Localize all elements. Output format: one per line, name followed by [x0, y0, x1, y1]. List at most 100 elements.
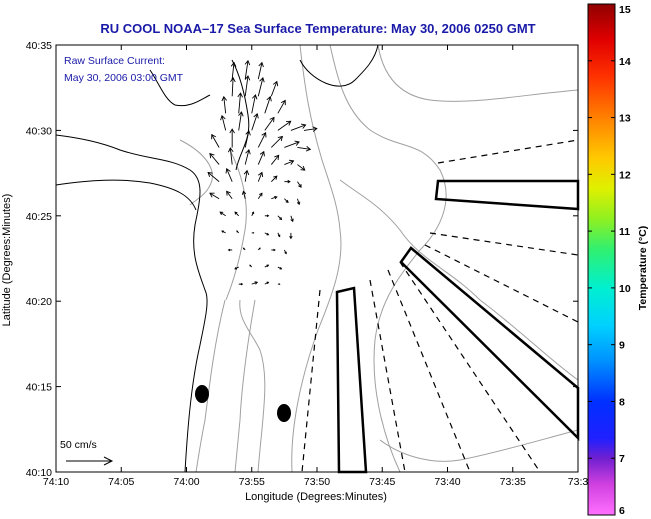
current-vector: [271, 135, 283, 148]
current-vector: [271, 195, 278, 200]
current-vector: [264, 95, 272, 114]
current-vector: [283, 249, 287, 255]
current-vector: [251, 281, 259, 285]
current-vector: [277, 283, 281, 285]
current-vector: [221, 95, 227, 114]
shipping-lane: [301, 289, 321, 473]
isobath-contour: [195, 299, 226, 473]
y-tick-label: 40:30: [26, 125, 52, 137]
current-vector: [229, 128, 235, 148]
current-vector: [238, 111, 244, 131]
current-vector: [238, 282, 244, 286]
x-tick-label: 73:50: [304, 476, 330, 488]
current-vector: [284, 198, 289, 204]
x-tick-label: 73:35: [500, 476, 526, 488]
y-tick-label: 40:10: [26, 467, 52, 479]
current-vector: [296, 198, 301, 206]
y-axis: 40:10 40:15 40:20 40:25 40:30 40:35: [26, 40, 578, 479]
current-vector: [277, 232, 281, 238]
current-vector: [227, 147, 234, 165]
current-vector: [209, 152, 220, 165]
current-vector: [270, 80, 279, 97]
current-vector: [211, 133, 220, 148]
current-vector: [277, 99, 286, 114]
current-vector: [230, 61, 237, 80]
legend-line-2: May 30, 2006 03:00 GMT: [64, 72, 184, 84]
current-vector: [257, 171, 264, 182]
current-vector: [290, 215, 294, 223]
current-vector: [234, 266, 239, 270]
current-vector: [251, 113, 259, 131]
current-vector: [244, 59, 251, 80]
isobath-contour: [179, 139, 213, 206]
scale-arrow: [66, 456, 114, 466]
current-vector: [242, 247, 246, 251]
current-vector: [226, 190, 233, 199]
current-vector: [264, 264, 270, 268]
plot-area: [56, 45, 578, 472]
shipping-lane: [429, 232, 579, 256]
current-vector: [264, 281, 270, 285]
current-vectors: [207, 59, 318, 286]
current-vector: [244, 130, 251, 148]
current-vector: [244, 148, 251, 165]
x-tick-label: 73:55: [239, 476, 265, 488]
current-vector: [297, 164, 306, 171]
colorbar-tick-label: 10: [619, 283, 631, 295]
colorbar-tick-label: 13: [619, 113, 631, 125]
current-vector: [271, 248, 276, 252]
current-vector: [251, 232, 255, 234]
current-vector: [234, 211, 240, 217]
current-vector: [284, 140, 300, 148]
current-vector: [297, 146, 312, 152]
current-vector: [284, 159, 295, 165]
x-axis: 74:10 74:05 74:00 73:55 73:50 73:45 73:40 73:35…: [43, 45, 589, 488]
coastline: [231, 59, 250, 171]
current-vector: [270, 154, 280, 165]
x-tick-label: 73:40: [434, 476, 460, 488]
current-vector: [257, 76, 265, 97]
isobath-contour: [377, 44, 579, 102]
coastline: [299, 44, 379, 87]
station-marker: [277, 404, 291, 422]
y-tick-label: 40:20: [26, 296, 52, 308]
current-vector: [257, 192, 263, 199]
current-vector: [251, 94, 258, 114]
colorbar-tick-label: 6: [619, 505, 625, 517]
current-vector: [219, 211, 226, 217]
colorbar-tick-label: 7: [619, 453, 625, 465]
x-tick-label: 74:00: [173, 476, 199, 488]
shipping-lane: [399, 261, 541, 473]
colorbar-label: Temperature (°C): [637, 226, 649, 311]
x-tick-label: 73:45: [369, 476, 395, 488]
current-vector: [227, 248, 233, 252]
colorbar-ticks: 6 7 8 9 10 11 12 13 14 15: [588, 3, 631, 517]
colorbar-tick-label: 12: [619, 169, 631, 181]
current-vector: [257, 247, 261, 251]
y-tick-label: 40:35: [26, 40, 52, 52]
current-vector: [297, 181, 302, 188]
isobath-contour: [239, 299, 266, 473]
current-vector: [257, 150, 265, 165]
current-vector: [264, 116, 275, 131]
current-vector: [241, 190, 247, 199]
current-vector: [303, 126, 318, 132]
current-vector: [249, 264, 253, 268]
current-vector: [277, 266, 283, 270]
x-tick-label: 73:3: [568, 476, 589, 488]
current-vector: [264, 214, 270, 218]
current-vector: [257, 61, 264, 80]
current-vector: [289, 232, 293, 240]
current-vector: [243, 169, 250, 182]
current-vector: [251, 211, 255, 217]
current-vector: [244, 75, 251, 97]
current-vector: [257, 131, 267, 148]
current-vector: [221, 230, 226, 234]
current-vector: [207, 171, 220, 182]
chart-title: RU COOL NOAA–17 Sea Surface Temperature:…: [100, 21, 535, 36]
y-tick-label: 40:15: [26, 382, 52, 394]
colorbar: [587, 3, 616, 516]
current-vector: [225, 167, 233, 182]
isobath-contour: [291, 44, 342, 473]
